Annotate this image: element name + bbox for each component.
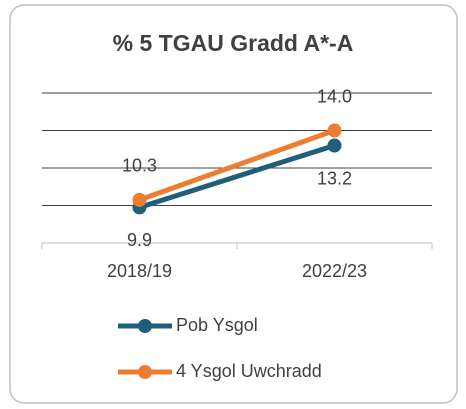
data-label: 14.0: [317, 86, 352, 106]
data-point: [132, 192, 147, 207]
data-label: 9.9: [127, 230, 152, 250]
chart-title: % 5 TGAU Gradd A*-A: [113, 30, 354, 56]
data-label: 10.3: [122, 156, 157, 176]
series-line: [138, 143, 336, 210]
data-point: [327, 123, 342, 138]
legend-marker: [138, 319, 152, 333]
data-label: 13.2: [317, 168, 352, 188]
legend-label: 4 Ysgol Uwchradd: [176, 361, 322, 381]
legend-label: Pob Ysgol: [176, 315, 258, 335]
chart-card: [9, 4, 458, 404]
x-tick-label: 2018/19: [107, 261, 172, 281]
legend-marker: [138, 365, 152, 379]
x-tick-label: 2022/23: [302, 261, 367, 281]
data-point: [327, 138, 342, 153]
series-line: [138, 128, 336, 203]
